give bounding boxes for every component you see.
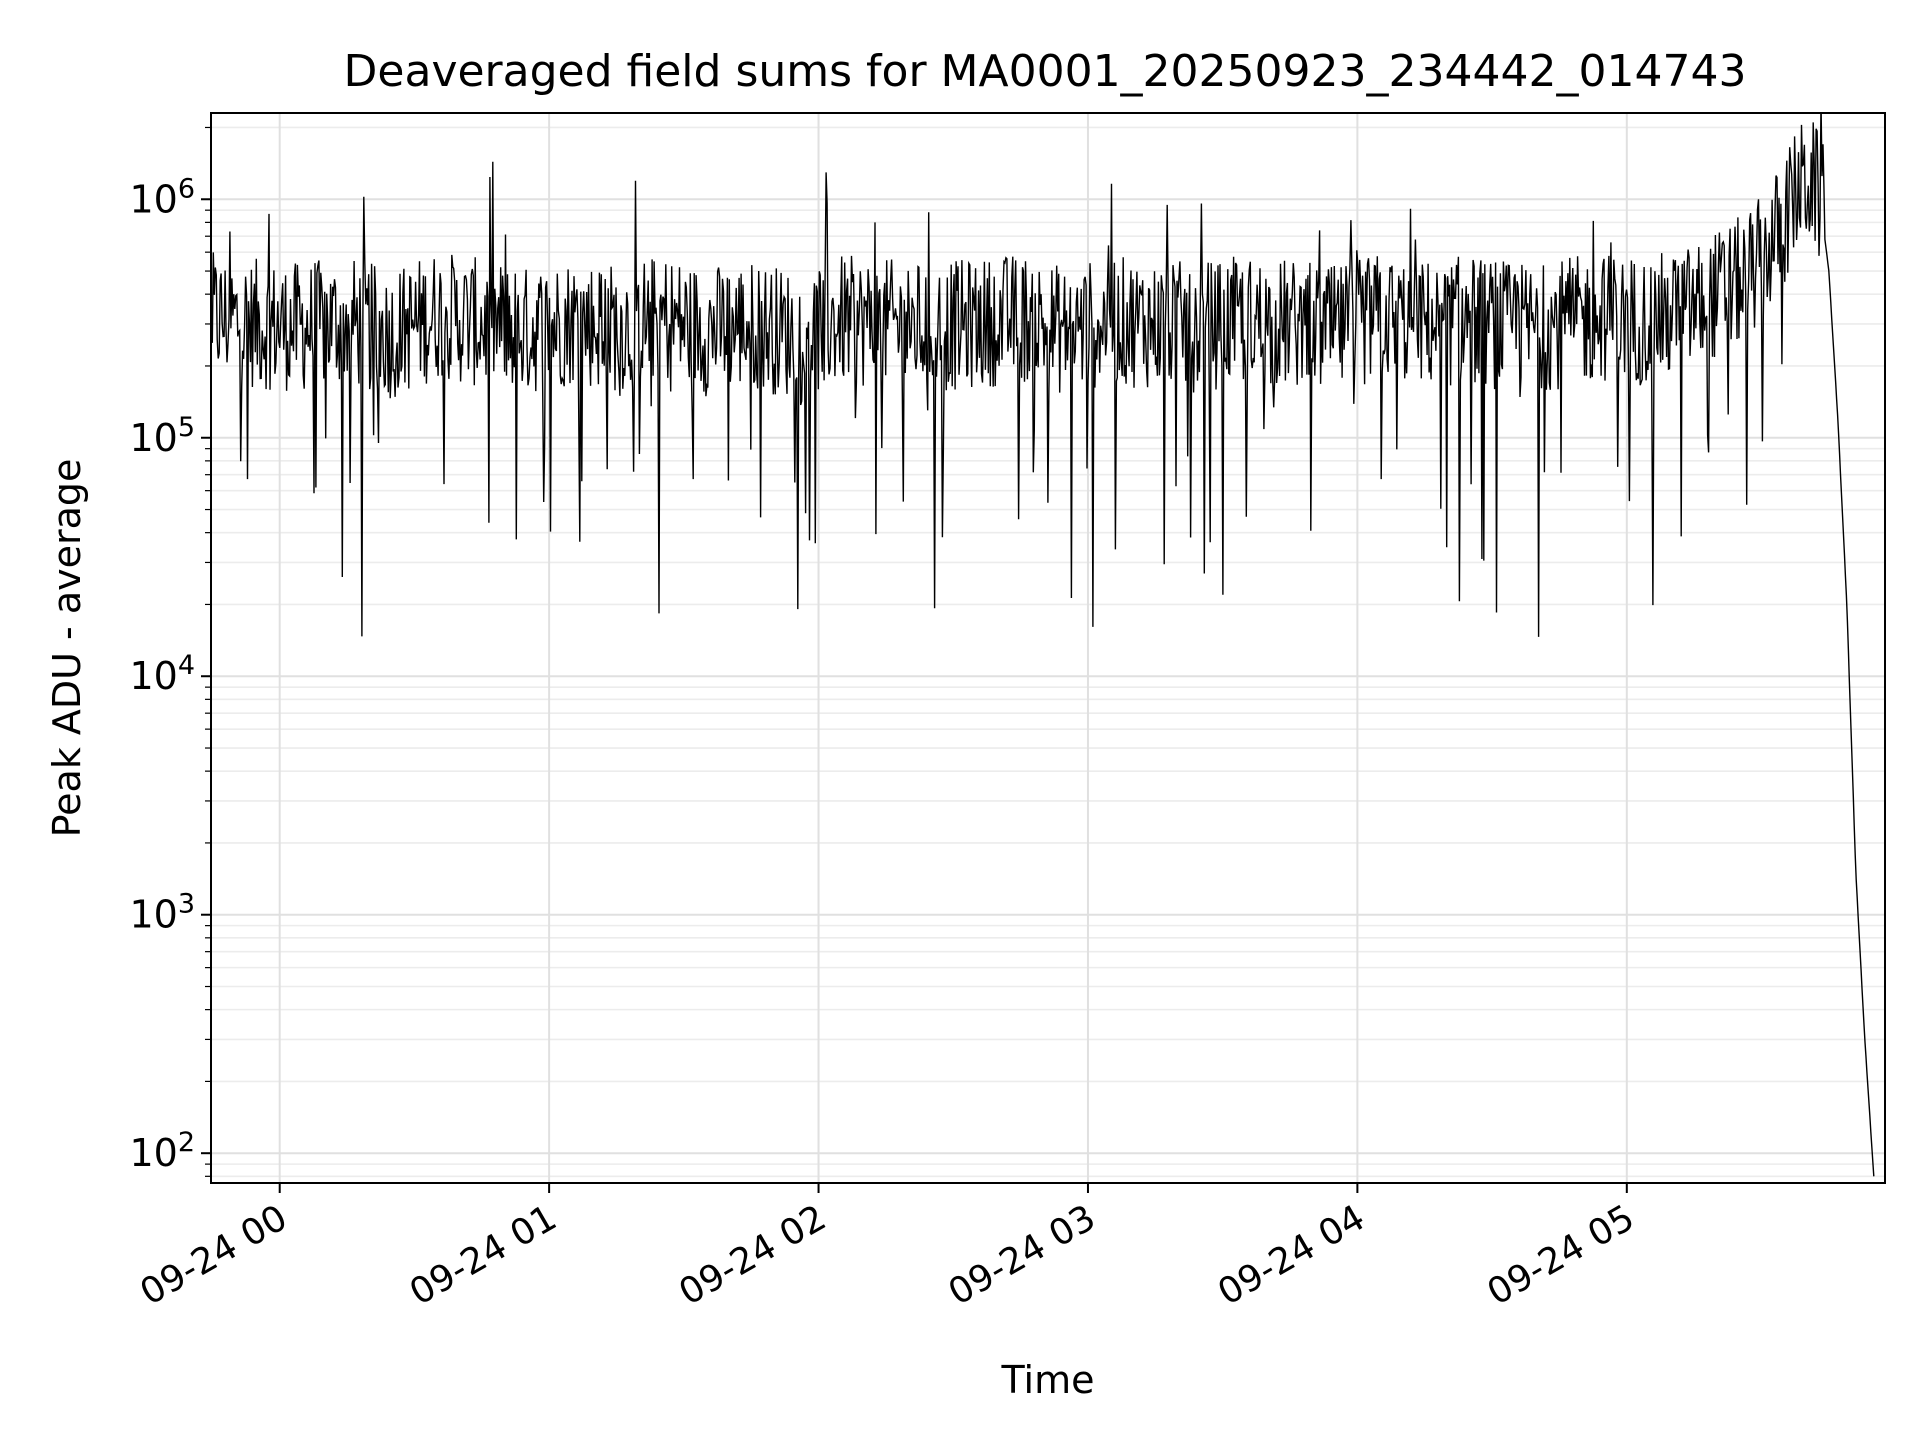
x-tick-label: 09-24 02 bbox=[672, 1197, 833, 1313]
x-axis-label: Time bbox=[1001, 1358, 1095, 1402]
x-tick-label: 09-24 04 bbox=[1211, 1197, 1372, 1313]
x-tick-label: 09-24 00 bbox=[134, 1197, 295, 1313]
series-line bbox=[211, 113, 1875, 1177]
y-tick-label: 104 bbox=[129, 650, 195, 698]
y-tick-label: 102 bbox=[129, 1127, 195, 1175]
chart-title: Deaveraged field sums for MA0001_2025092… bbox=[344, 46, 1747, 97]
y-axis-label: Peak ADU - average bbox=[45, 459, 89, 838]
x-axis: 09-24 00 09-24 01 09-24 02 09-24 03 09-24 04… bbox=[134, 1183, 1642, 1314]
x-tick-label: 09-24 05 bbox=[1481, 1197, 1642, 1313]
y-tick-label: 106 bbox=[129, 173, 195, 221]
series-layer bbox=[211, 113, 1875, 1177]
y-tick-label: 105 bbox=[129, 412, 195, 460]
plot-frame bbox=[210, 112, 1886, 1184]
x-tick-label: 09-24 01 bbox=[403, 1197, 564, 1313]
y-axis: 102 103 104 105 106 bbox=[129, 126, 211, 1177]
y-tick-label: 103 bbox=[129, 889, 195, 937]
x-tick-label: 09-24 03 bbox=[942, 1197, 1103, 1313]
